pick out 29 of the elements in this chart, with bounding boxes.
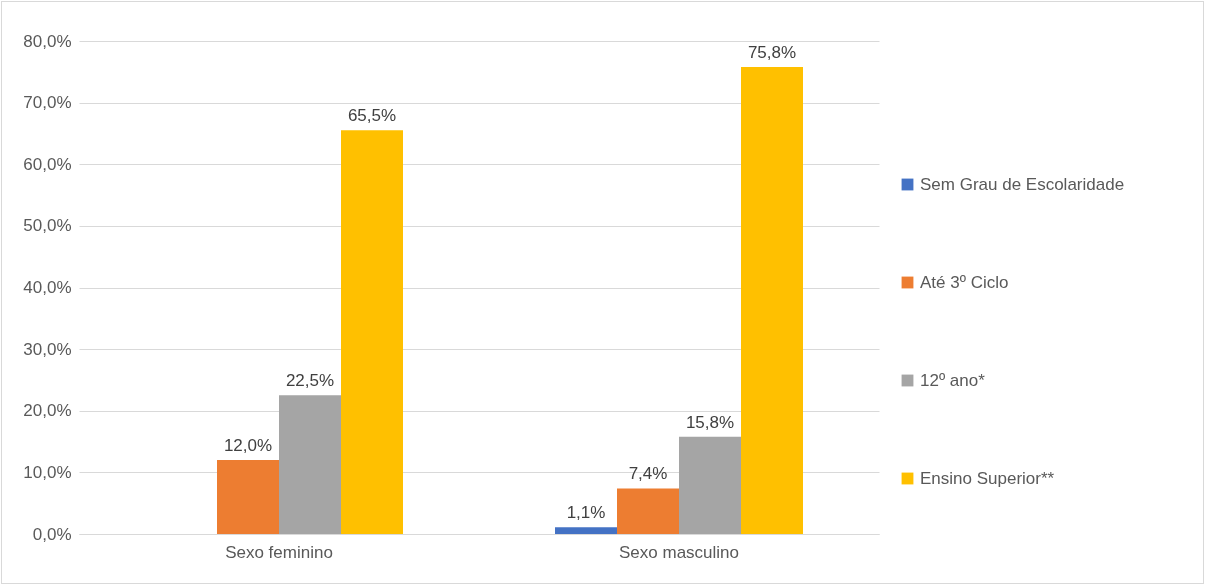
x-tick-label: Sexo feminino (225, 542, 333, 562)
y-tick-label: 60,0% (23, 154, 72, 174)
bar (341, 130, 403, 534)
y-tick-label: 80,0% (23, 31, 72, 51)
legend-label: Ensino Superior** (920, 468, 1055, 488)
y-tick-label: 50,0% (23, 216, 72, 236)
legend-label: Até 3º Ciclo (920, 272, 1009, 292)
data-label: 65,5% (347, 106, 397, 126)
y-tick-label: 10,0% (23, 462, 72, 482)
y-tick-label: 70,0% (23, 93, 72, 113)
bar (679, 436, 741, 534)
y-tick-label: 40,0% (23, 278, 72, 297)
data-label: 75,8% (747, 42, 797, 62)
data-label: 22,5% (285, 371, 335, 391)
data-label: 1,1% (566, 503, 606, 523)
y-tick-label: 30,0% (23, 339, 72, 359)
bar (741, 66, 803, 534)
y-tick-label: 20,0% (23, 401, 72, 421)
data-label: 7,4% (628, 464, 668, 484)
bar (555, 527, 617, 534)
data-label: 12,0% (223, 436, 273, 456)
x-tick-label: Sexo masculino (618, 542, 740, 562)
data-label: 15,8% (685, 412, 735, 432)
bar (279, 395, 341, 534)
legend-label: Sem Grau de Escolaridade (920, 174, 1125, 194)
y-tick-label: 0,0% (32, 524, 72, 544)
bar (217, 460, 279, 534)
bar (617, 488, 679, 534)
legend-label: 12º ano* (920, 370, 986, 390)
